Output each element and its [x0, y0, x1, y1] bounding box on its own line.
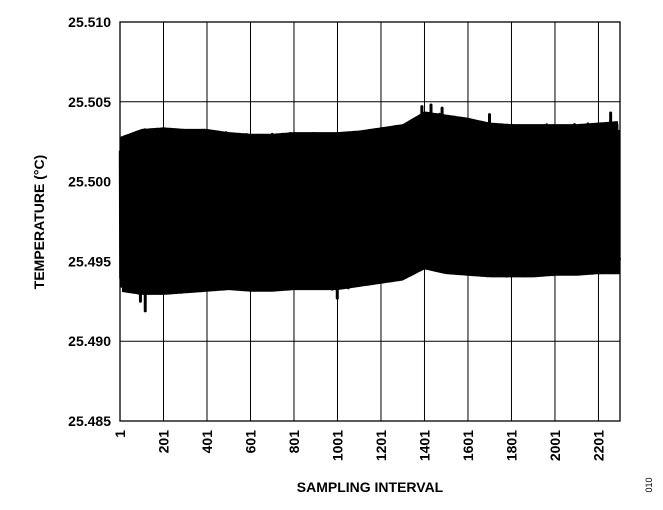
- x-tick-label: 1001: [329, 430, 345, 461]
- x-tick-label: 601: [242, 430, 258, 454]
- y-tick-label: 25.505: [68, 94, 111, 110]
- y-tick-label: 25.495: [68, 253, 111, 269]
- series-trace: [118, 112, 621, 295]
- x-tick-label: 1401: [416, 430, 432, 461]
- y-tick-labels: 25.485 25.490 25.495 25.500 25.505 25.510: [68, 14, 111, 429]
- x-tick-labels: 1 201 401 601 801 1001 1201 1401 1601 1801 2001 220…: [112, 430, 606, 461]
- x-tick-label: 2001: [547, 430, 563, 461]
- x-tick-label: 1: [112, 430, 128, 438]
- x-tick-label: 1601: [460, 430, 476, 461]
- plot-frame: [119, 21, 621, 422]
- x-tick-label: 801: [286, 430, 302, 454]
- x-tick-label: 1201: [373, 430, 389, 461]
- x-tick-label: 2201: [590, 430, 606, 461]
- y-tick-label: 25.510: [68, 14, 111, 30]
- y-tick-label: 25.485: [68, 413, 111, 429]
- data-layer: [118, 103, 621, 313]
- x-tick-label: 201: [155, 430, 171, 454]
- x-tick-label: 401: [199, 430, 215, 454]
- y-axis-title: TEMPERATURE (°C): [31, 155, 47, 289]
- x-axis-title: SAMPLING INTERVAL: [297, 479, 444, 495]
- y-tick-label: 25.500: [68, 174, 111, 190]
- y-tick-label: 25.490: [68, 333, 111, 349]
- x-tick-label: 1801: [503, 430, 519, 461]
- figure-id: 010: [644, 477, 654, 492]
